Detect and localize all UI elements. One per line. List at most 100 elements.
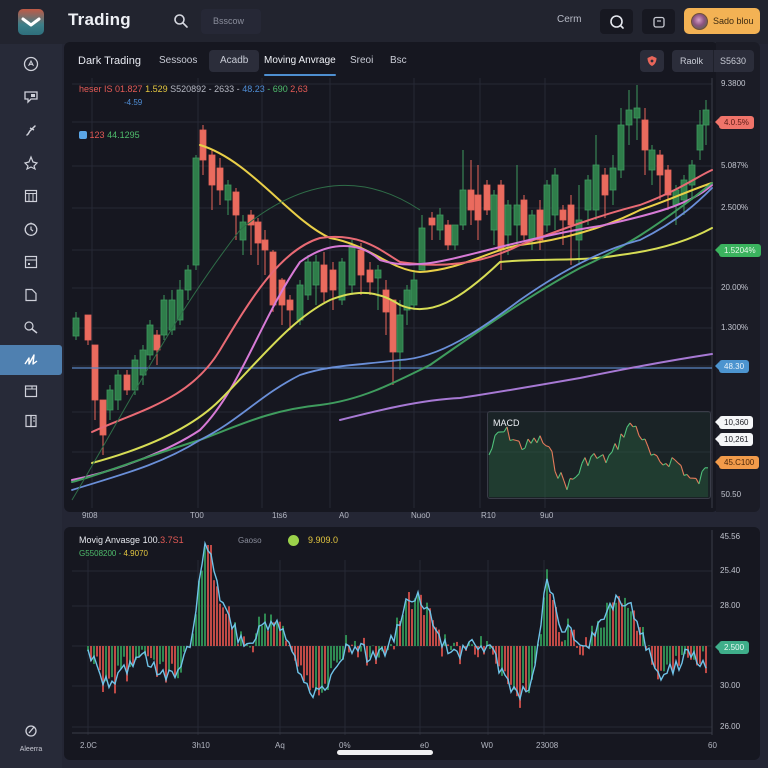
indicator-time-label: Aq [275,741,285,750]
indicator-sub-value: G5508200 - [79,549,122,558]
indicator-time-label: 0% [339,741,351,750]
avatar [691,12,708,30]
compass-icon [23,56,39,72]
tab-bsc[interactable]: Bsc [390,55,407,66]
indicator-title: Movig Anvasge 100.3.7S1 [79,535,184,545]
price-axis-label: 9.3800 [721,79,746,88]
price-axis-label: 5.087% [721,161,749,170]
indicator-time-label: 60 [708,741,717,750]
indicator-axis-label: 30.00 [720,681,741,690]
sidebar-item-chart[interactable] [0,345,62,375]
calendar-icon [652,16,665,28]
tab-screener[interactable]: Sreoi [350,55,374,66]
sidebar-item-search[interactable] [0,313,62,343]
price-axis-label: 50.50 [721,490,742,499]
price-tag: 48.30 [714,360,750,373]
tab-account[interactable]: Acadb [209,50,260,72]
time-axis-strip [64,512,760,525]
sidebar-item-window[interactable] [0,247,62,277]
sidebar: Aleerra [0,44,62,768]
legend-value: 48.23 [242,84,265,94]
book-icon [25,414,37,428]
indicator-mid-label: Gaoso [238,536,262,545]
time-axis-label: 9t08 [82,511,98,520]
sidebar-bottom-item[interactable]: Aleerra [0,724,62,753]
price-axis-label: 2.500% [721,203,749,212]
price-box[interactable]: Raolk S5630 [672,50,754,72]
refresh-icon [25,725,37,737]
series-color-swatch[interactable] [79,131,87,139]
chat-icon [24,91,38,104]
indicator-name: Movig Anvasge [79,535,141,545]
checkmark-logo-icon [21,17,41,27]
price-tag: 10,360 [714,416,754,429]
price-tag: 1.5204% [715,244,761,257]
price-tag: 10,261 [714,433,754,446]
sidebar-item-chat[interactable] [0,82,62,112]
macd-panel[interactable] [487,411,711,499]
horizontal-scrollbar[interactable] [337,750,433,755]
time-axis-label: Nuo0 [411,511,431,520]
search-icon [24,321,38,334]
tab-moving-average[interactable]: Moving Anvrage [264,50,336,76]
indicator-period: 100. [142,535,161,545]
legend-value: - 690 [267,84,288,94]
macd-title: MACD [493,418,520,428]
search-icon[interactable] [173,13,189,29]
legend-value: 44.1295 [107,130,140,140]
sidebar-item-alerts[interactable] [0,148,62,178]
folder-icon [24,385,38,398]
sidebar-item-folder[interactable] [0,376,62,406]
search-input[interactable]: Bsscow [201,9,261,34]
legend-value: S520892 - 2633 - [170,84,240,94]
search-button[interactable] [600,9,633,34]
legend-value: 123 [89,130,105,140]
indicator-value: 3.7S1 [160,535,184,545]
app-title: Trading [68,10,131,29]
user-name: Sado blou [713,16,754,26]
indicator-sub-value: 4.9070 [123,549,148,558]
user-menu-button[interactable]: Sado blou [684,8,760,34]
legend-row-3: 123 44.1295 [79,130,140,140]
sidebar-item-pen[interactable] [0,115,62,145]
indicator-axis-label: 28.00 [720,601,741,610]
price-axis-label: 1.300% [721,323,749,332]
price-tag: 4.0.5% [715,116,754,129]
alert-button[interactable] [640,50,664,72]
legend-row-1: heser IS 01.827 1.529 S520892 - 2633 - 4… [79,84,308,94]
sidebar-item-compass[interactable] [0,49,62,79]
indicator-axis-label: 25.40 [720,566,741,575]
sidebar-item-file[interactable] [0,280,62,310]
indicator-axis-label: 26.00 [720,722,741,731]
chart-tabs: Dark Trading Sessoos Acadb Moving Anvrag… [64,44,760,76]
pen-icon [26,125,36,136]
indicator-price-tag: 2.500 [714,641,750,654]
chart-draw-icon [24,354,38,365]
sidebar-item-book[interactable] [0,406,62,436]
app-logo[interactable] [18,9,44,35]
calendar-button[interactable] [642,9,675,34]
price-box-label: Raolk [672,50,714,72]
window-icon [24,255,38,269]
legend-row-2: -4.59 [124,98,143,107]
legend-value: 1.529 [145,84,168,94]
time-axis-label: A0 [339,511,349,520]
indicator-time-label: e0 [420,741,429,750]
indicator-axis-label: 45.56 [720,532,741,541]
search-icon [609,14,624,29]
sidebar-bottom-label: Aleerra [19,746,43,753]
time-axis-label: 1ts6 [272,511,288,520]
indicator-time-label: 23008 [536,741,559,750]
indicator-subtitle: G5508200 - 4.9070 [79,549,148,558]
top-bar: Trading Bsscow Cerm Sado blou [0,0,768,44]
tab-sessions[interactable]: Sessoos [159,55,198,66]
top-link[interactable]: Cerm [557,14,582,25]
price-box-value: S5630 [720,56,747,66]
indicator-status-dot[interactable] [288,535,299,546]
alert-icon [23,155,39,171]
sidebar-item-grid[interactable] [0,181,62,211]
sidebar-item-clock[interactable] [0,214,62,244]
